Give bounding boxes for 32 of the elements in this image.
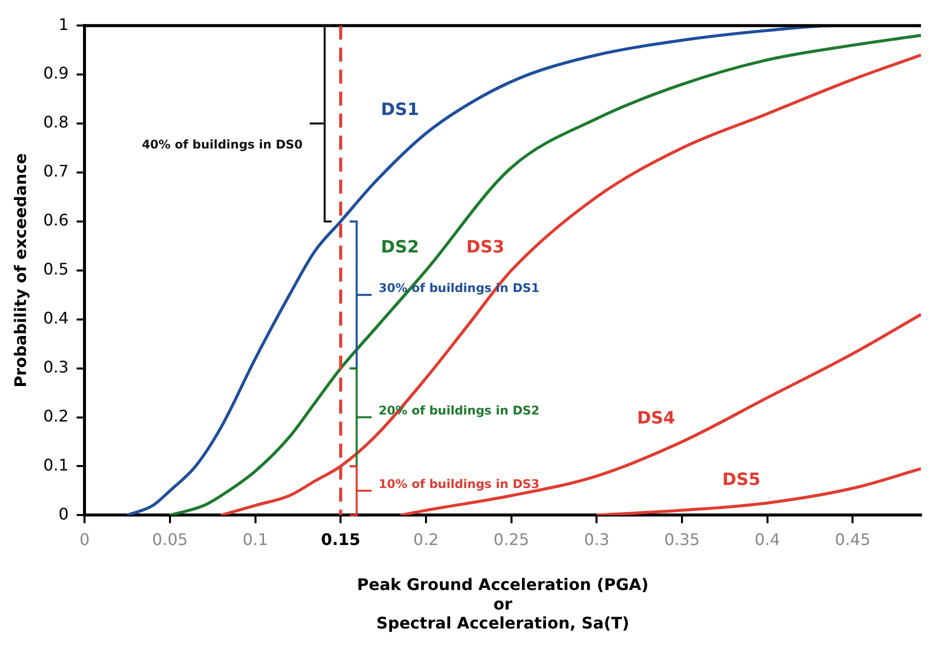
x-axis-title: Peak Ground Acceleration (PGA) or Spectral Acceleration, Sa(T) xyxy=(357,575,649,633)
y-tick-label: 0.4 xyxy=(43,308,69,328)
series-label: DS5 xyxy=(722,470,760,490)
series-label: DS1 xyxy=(380,100,420,120)
y-tick-label: 0.5 xyxy=(43,260,69,279)
series-label: DS3 xyxy=(466,237,504,258)
x-tick-label: 0.25 xyxy=(494,530,530,549)
x-tick-label: 0.1 xyxy=(242,530,268,549)
line-series xyxy=(595,467,921,516)
x-tick-label: 0.3 xyxy=(584,530,610,549)
y-tick-label: 1 xyxy=(58,14,69,34)
x-tick-label: 0.4 xyxy=(754,530,780,549)
x-tick-label: 0.15 xyxy=(320,530,360,549)
y-tick-label: 0.6 xyxy=(43,210,69,230)
y-tick-label: 0.2 xyxy=(43,406,69,426)
series-label: DS4 xyxy=(636,408,676,429)
y-tick-label: 0.7 xyxy=(43,162,69,181)
annotation: 30% of buildings in DS1 xyxy=(378,281,540,296)
annotation: 10% of buildings in DS3 xyxy=(378,476,540,491)
x-tick-label: 0.05 xyxy=(152,530,188,549)
x-tick-label: 0.2 xyxy=(413,530,439,549)
y-tick-label: 0.1 xyxy=(43,455,69,474)
y-tick-label: 0.9 xyxy=(43,64,69,83)
annotation: 40% of buildings in DS0 xyxy=(142,138,303,152)
y-tick-label: 0 xyxy=(58,504,69,524)
series-label: DS2 xyxy=(380,237,420,258)
y-axis-title: Probability of exceedance xyxy=(10,153,30,388)
x-tick-label: 0.45 xyxy=(834,530,871,549)
y-tick-label: 0.3 xyxy=(43,357,69,376)
x-tick-label: 0 xyxy=(80,530,90,549)
x-tick-label: 0.35 xyxy=(664,530,700,549)
y-tick-label: 0.8 xyxy=(43,112,69,132)
